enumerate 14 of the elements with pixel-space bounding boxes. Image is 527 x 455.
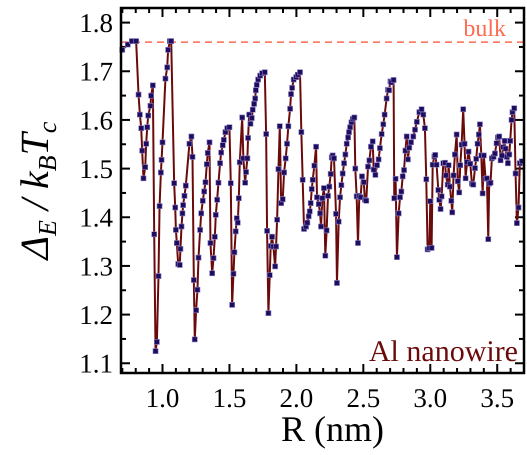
x-tick-label: 3.5 <box>480 383 514 413</box>
y-tick-label: 1.7 <box>79 56 113 87</box>
ref-line-label: bulk <box>463 16 506 42</box>
x-tick-label: 1.0 <box>146 383 180 413</box>
y-tick-label: 1.1 <box>79 348 113 379</box>
y-tick-label: 1.5 <box>79 154 113 184</box>
y-tick-label: 1.3 <box>79 251 113 282</box>
y-tick-label: 1.8 <box>79 8 113 38</box>
x-tick-label: 3.0 <box>413 383 448 413</box>
y-tick-label: 1.6 <box>79 105 113 136</box>
x-tick-label: 1.5 <box>212 383 246 413</box>
y-tick-label: 1.4 <box>79 202 114 233</box>
y-tick-label: 1.2 <box>79 300 113 330</box>
annotation: Al nanowire <box>368 335 518 368</box>
